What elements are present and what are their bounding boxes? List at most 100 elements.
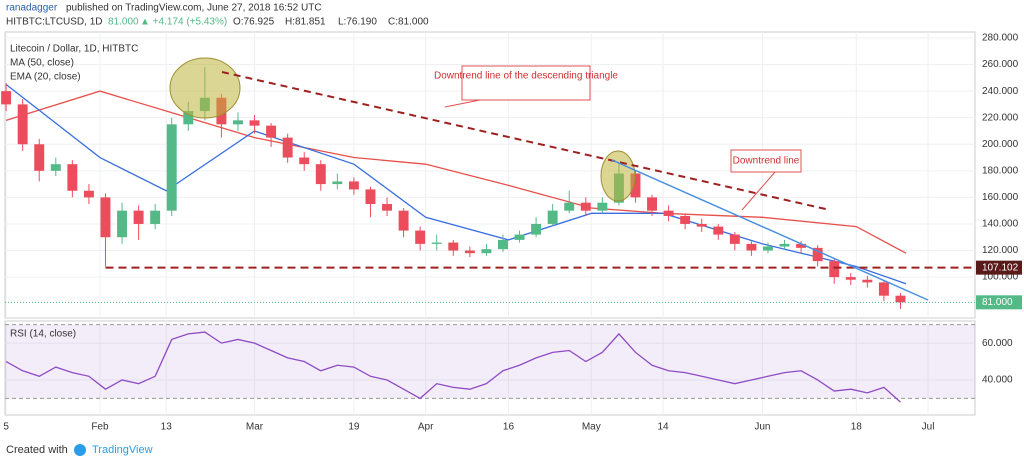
- logo: [74, 444, 86, 456]
- candle-body: [663, 210, 674, 216]
- candle-body: [249, 120, 260, 126]
- y-tick-label: 140.000: [982, 219, 1019, 230]
- rsi-band: [5, 324, 975, 399]
- callout: [444, 99, 481, 108]
- y-tick-label: 120.000: [982, 245, 1019, 256]
- candle-body: [83, 190, 94, 198]
- x-tick-label: 14: [658, 422, 670, 433]
- indicator-line: [5, 83, 907, 285]
- candle-body: [415, 230, 426, 244]
- candle-body: [448, 242, 459, 251]
- triangle-line: [221, 71, 831, 211]
- rsi-title: RSI (14, close): [10, 329, 76, 340]
- candle-body: [67, 164, 78, 191]
- support-label: 107.102: [982, 262, 1019, 273]
- candle-body: [348, 181, 359, 190]
- candle-body: [398, 210, 409, 231]
- y-tick-label: 200.000: [982, 139, 1019, 150]
- x-tick-label: 13: [161, 422, 173, 433]
- candle-body: [332, 181, 343, 185]
- y-tick-label: 40.000: [982, 375, 1013, 386]
- indicator-line: [5, 90, 907, 254]
- legend-entry: MA (50, close): [10, 58, 74, 69]
- y-tick-label: 180.000: [982, 165, 1019, 176]
- candle-body: [166, 124, 177, 211]
- x-tick-label: Jul: [922, 422, 935, 433]
- candle-body: [34, 144, 45, 171]
- y-tick-label: 260.000: [982, 59, 1019, 70]
- high: H:81.851: [285, 17, 326, 28]
- candle-body: [17, 104, 28, 145]
- x-tick-label: 5: [3, 422, 9, 433]
- candle-body: [647, 197, 658, 211]
- x-tick-label: May: [582, 422, 601, 433]
- candle-body: [133, 210, 144, 224]
- candle-body: [746, 243, 757, 251]
- candle-body: [365, 189, 376, 205]
- change: ▲ +4.174 (+5.43%): [140, 17, 227, 28]
- annotation: Downtrend line: [733, 156, 800, 167]
- candle-body: [597, 202, 608, 211]
- annotation-box: [461, 65, 591, 101]
- x-tick-label: 18: [851, 422, 863, 433]
- low: L:76.190: [338, 17, 377, 28]
- candle-body: [266, 125, 277, 138]
- x-tick-label: Jun: [754, 422, 770, 433]
- x-tick-label: 19: [348, 422, 360, 433]
- candle-body: [845, 277, 856, 280]
- candle-body: [580, 202, 591, 211]
- candle-body: [100, 197, 111, 238]
- highlight: [600, 150, 636, 202]
- y-tick-label: 60.000: [982, 338, 1013, 349]
- candle-body: [233, 120, 243, 125]
- footer-created: Created with: [6, 444, 68, 456]
- downtrend-line: [611, 159, 929, 301]
- candle-body: [564, 202, 575, 211]
- candle-body: [514, 234, 525, 240]
- last: 81.000: [108, 17, 139, 28]
- x-tick-label: 16: [503, 422, 515, 433]
- candle-body: [862, 279, 873, 283]
- support-tag: [976, 260, 1022, 275]
- candle-body: [464, 250, 475, 254]
- candle-body: [481, 249, 492, 254]
- candle-body: [878, 282, 889, 296]
- candle-body: [696, 223, 707, 227]
- candle-body: [812, 247, 823, 262]
- annotation: Downtrend line of the descending triangl…: [434, 71, 618, 82]
- candle-body: [713, 226, 724, 235]
- candle-body: [796, 243, 807, 248]
- author: ranadagger: [6, 3, 58, 14]
- candle-body: [183, 111, 194, 125]
- candle-body: [895, 295, 906, 303]
- y-tick-label: 280.000: [982, 33, 1019, 44]
- open: O:76.925: [233, 17, 275, 28]
- candle-body: [498, 239, 508, 250]
- candle-body: [763, 246, 773, 251]
- x-tick-label: Feb: [91, 422, 109, 433]
- candle-body: [680, 215, 691, 224]
- x-tick-label: Apr: [418, 422, 434, 433]
- highlight: [169, 57, 241, 119]
- y-tick-label: 100.000: [982, 272, 1019, 283]
- y-tick-label: 220.000: [982, 112, 1019, 123]
- candle-body: [282, 137, 293, 158]
- y-tick-label: 160.000: [982, 192, 1019, 203]
- candle-body: [50, 164, 61, 171]
- callout: [741, 171, 776, 211]
- candle-body: [299, 157, 310, 165]
- candle-body: [117, 210, 128, 238]
- price-pane: [4, 31, 976, 319]
- last-price-tag: [976, 295, 1022, 310]
- last-price-label: 81.000: [982, 297, 1013, 308]
- x-tick-label: Mar: [246, 422, 264, 433]
- legend-entry: EMA (20, close): [10, 72, 81, 83]
- published: published on TradingView.com, June 27, 2…: [66, 3, 322, 14]
- candle-body: [431, 242, 442, 244]
- candle-body: [531, 223, 542, 235]
- candle-body: [547, 210, 558, 224]
- candle-body: [729, 234, 740, 244]
- candle-body: [382, 204, 393, 211]
- footer-brand: TradingView: [92, 444, 153, 456]
- close: C:81.000: [388, 17, 429, 28]
